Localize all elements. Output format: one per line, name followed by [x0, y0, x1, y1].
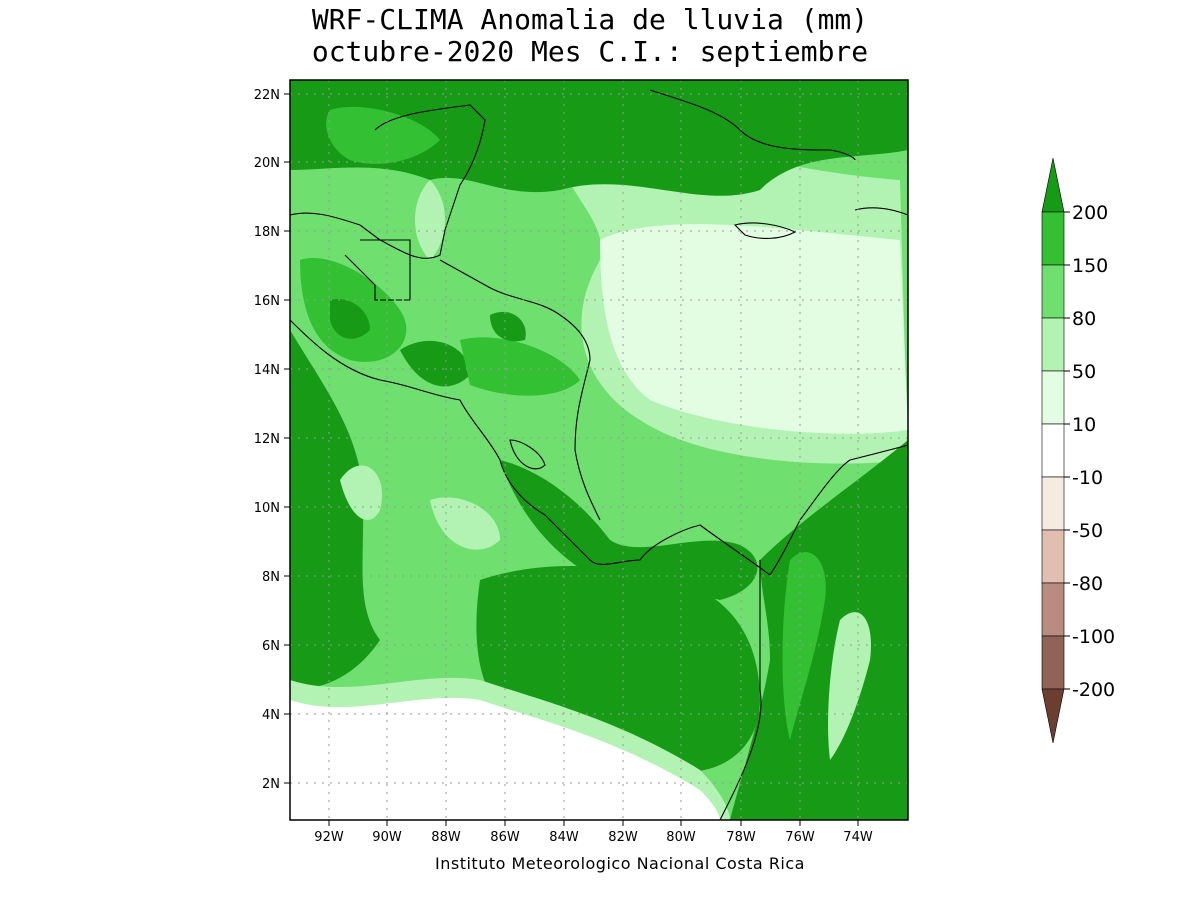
legend-label: 200: [1072, 202, 1108, 224]
map-frame: [289, 79, 909, 821]
coastlines: [290, 89, 908, 820]
legend-swatch: [1041, 370, 1065, 425]
lon-tick-label: 78W: [726, 830, 756, 845]
lat-tick-label: 10N: [254, 501, 280, 516]
legend-label: 150: [1072, 255, 1108, 277]
legend-label: 80: [1072, 308, 1096, 330]
lat-tick-label: 18N: [254, 225, 280, 240]
legend-swatch: [1041, 529, 1065, 584]
field-caribbean-low: [600, 224, 908, 434]
lon-tick-label: 80W: [666, 830, 696, 845]
lon-tick-label: 92W: [314, 830, 344, 845]
lon-tick-label: 84W: [549, 830, 579, 845]
lat-tick-label: 6N: [262, 639, 280, 654]
longitude-axis: 92W 90W 88W 86W 84W 82W 80W 78W 76W 74W: [314, 820, 873, 845]
lon-tick-label: 74W: [843, 830, 873, 845]
credit-line: Instituto Meteorologico Nacional Costa R…: [435, 854, 805, 873]
field-yucatan: [326, 106, 440, 164]
latitude-axis: 22N 20N 18N 16N 14N 12N 10N 8N 6N 4N 2N: [254, 88, 290, 792]
map-field: [290, 80, 908, 820]
lon-tick-label: 86W: [490, 830, 520, 845]
legend-label: -10: [1072, 467, 1103, 489]
legend-swatch: [1041, 582, 1065, 637]
lat-tick-label: 2N: [262, 777, 280, 792]
field-costa-rica-panama: [500, 460, 758, 600]
lon-tick-label: 88W: [431, 830, 461, 845]
lon-tick-label: 90W: [372, 830, 402, 845]
lat-tick-label: 20N: [254, 156, 280, 171]
field-guatemala-core: [330, 299, 370, 339]
field-honduras-core: [400, 340, 470, 387]
lat-tick-label: 22N: [254, 88, 280, 103]
field-south-neutral: [290, 697, 720, 820]
legend-label: -100: [1072, 626, 1115, 648]
legend-label: 10: [1072, 414, 1096, 436]
legend-low-arrow: [1041, 688, 1065, 744]
lat-tick-label: 16N: [254, 294, 280, 309]
field-yucatan-pale: [415, 180, 445, 260]
lat-tick-label: 12N: [254, 432, 280, 447]
field-colombia-mid: [782, 552, 826, 740]
field-honduras: [460, 337, 580, 396]
legend-label: -50: [1072, 520, 1103, 542]
legend-label: -200: [1072, 679, 1115, 701]
map-subtitle: octubre-2020 Mes C.I.: septiembre: [311, 35, 869, 68]
field-west-pale: [430, 497, 500, 550]
graticule: [290, 80, 908, 820]
legend-swatch: [1041, 211, 1065, 266]
field-pacific-west-high: [290, 330, 380, 690]
legend-swatch: [1041, 264, 1065, 319]
color-legend: 200 150 80 50 10 -10 -50 -80 -100 -200: [1041, 157, 1115, 744]
legend-swatch: [1041, 635, 1065, 690]
lat-tick-label: 14N: [254, 363, 280, 378]
legend-swatch: [1041, 423, 1065, 478]
legend-label: -80: [1072, 573, 1103, 595]
lon-tick-label: 76W: [785, 830, 815, 845]
lat-tick-label: 4N: [262, 708, 280, 723]
legend-swatch: [1041, 317, 1065, 372]
field-colombia-pale: [828, 612, 871, 760]
legend-swatch: [1041, 476, 1065, 531]
legend-high-arrow: [1041, 157, 1065, 213]
field-honduras-cell: [490, 311, 526, 342]
field-pacific-pale: [340, 465, 382, 520]
lon-tick-label: 82W: [608, 830, 638, 845]
map-title: WRF-CLIMA Anomalia de lluvia (mm): [311, 3, 869, 36]
legend-label: 50: [1072, 361, 1096, 383]
lat-tick-label: 8N: [262, 570, 280, 585]
